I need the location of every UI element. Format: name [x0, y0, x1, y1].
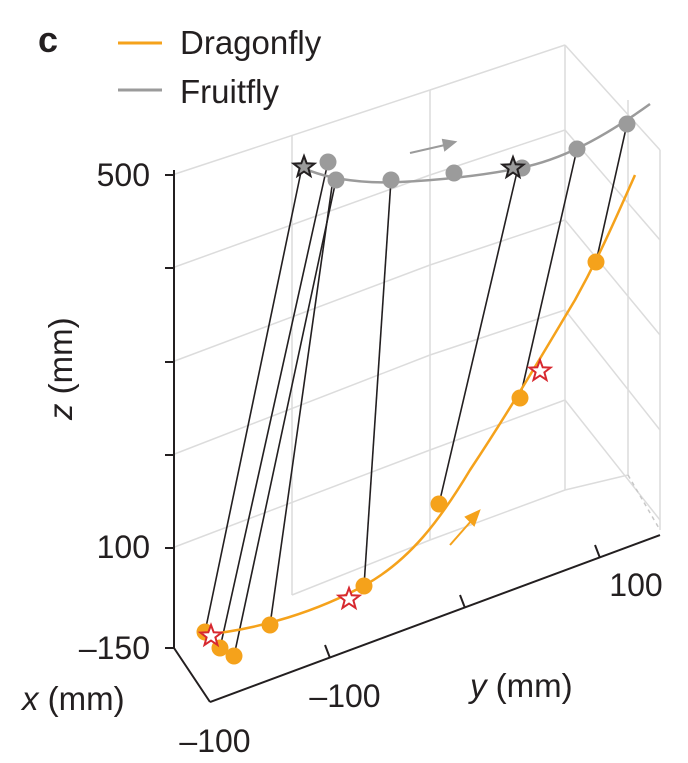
link-line	[519, 148, 578, 399]
dragonfly-point	[355, 577, 373, 595]
y-axis-line	[209, 534, 661, 703]
grid-line	[429, 219, 566, 266]
z-axis-label: z (mm)	[42, 317, 79, 421]
z-tick-label: 500	[97, 157, 150, 193]
x-axis-var: x	[20, 680, 40, 717]
fruitfly-direction-arrow	[409, 138, 458, 154]
z-tick-label: 100	[97, 529, 150, 565]
link-line	[219, 161, 329, 649]
y-tick	[459, 594, 466, 609]
x-axis-unit: (mm)	[48, 680, 125, 717]
y-axis-label: y (mm)	[468, 667, 573, 704]
y-tick	[594, 544, 601, 559]
fruitfly-point	[445, 164, 463, 182]
axis-labels: z (mm) x (mm) y (mm)	[20, 317, 573, 717]
grid-line	[564, 219, 661, 336]
dragonfly-direction-arrow	[449, 509, 481, 546]
link-line	[269, 171, 335, 626]
legend-label-dragonfly: Dragonfly	[180, 24, 322, 61]
y-axis-var: y	[468, 667, 489, 704]
dragonfly-star	[335, 585, 363, 611]
fruitfly-star	[290, 153, 318, 179]
fruitfly-point	[618, 115, 636, 133]
fruitfly-star	[499, 154, 527, 180]
panel-label: c	[38, 19, 58, 60]
x-axis-label: x (mm)	[20, 680, 125, 717]
grid-line	[171, 264, 431, 363]
markers	[196, 115, 636, 665]
dragonfly-star	[197, 622, 225, 648]
grid-line	[171, 449, 431, 549]
fruitfly-trajectory	[297, 102, 651, 184]
z-axis-unit: (mm)	[42, 317, 79, 394]
grid-line	[171, 89, 431, 176]
y-tick-label: –100	[309, 678, 380, 714]
floor-dashes	[627, 474, 661, 531]
link-lines	[204, 123, 628, 657]
link-line	[595, 123, 628, 263]
link-line	[438, 171, 518, 505]
legend: c Dragonfly Fruitfly	[38, 19, 322, 110]
dragonfly-point	[430, 495, 448, 513]
dragonfly-point	[261, 616, 279, 634]
grid-line	[564, 309, 661, 431]
grid-line	[429, 309, 566, 356]
grid-line	[291, 539, 431, 596]
link-line	[204, 166, 303, 633]
y-tick-label: 100	[609, 567, 662, 603]
fruitfly-point	[568, 140, 586, 158]
axes	[165, 170, 661, 703]
tick-labels: 500 100 –150 –100 –100 100	[79, 157, 663, 759]
grid-line	[171, 174, 431, 269]
grid-line	[429, 44, 566, 91]
grid-line	[564, 399, 661, 521]
dragonfly-star	[526, 357, 554, 383]
fruitfly-point	[382, 171, 400, 189]
grid-line	[429, 399, 566, 451]
fruitfly-point	[327, 171, 345, 189]
dragonfly-point	[587, 253, 605, 271]
grid-line	[627, 474, 661, 531]
z-axis-var: z	[42, 403, 79, 421]
dragonfly-point	[511, 389, 529, 407]
x-tick-label: –150	[79, 630, 150, 666]
legend-label-fruitfly: Fruitfly	[180, 73, 280, 110]
fruitfly-point	[319, 153, 337, 171]
dragonfly-point	[225, 647, 243, 665]
grid	[171, 44, 661, 596]
x-tick-label: –100	[179, 723, 250, 759]
x-axis-line	[173, 647, 211, 703]
grid-line	[429, 489, 566, 541]
link-line	[233, 179, 337, 657]
grid-line	[564, 44, 661, 151]
y-axis-unit: (mm)	[496, 667, 573, 704]
grid-line	[564, 474, 629, 491]
y-tick	[324, 644, 331, 659]
dragonfly-trajectory	[199, 174, 637, 637]
link-line	[363, 179, 392, 587]
